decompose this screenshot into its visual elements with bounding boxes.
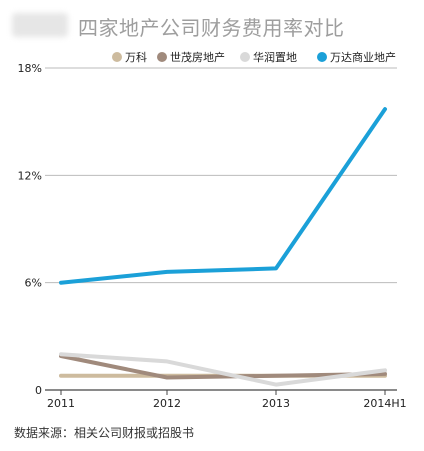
data-source-note: 数据来源：相关公司财报或招股书	[14, 426, 195, 440]
grid	[45, 67, 397, 391]
x-axis: 2011 2012 2013 2014H1	[47, 390, 407, 410]
series-line-3	[59, 352, 387, 387]
title-blurred-logo	[12, 13, 68, 37]
legend-swatch-4	[317, 52, 327, 62]
series-line-2	[59, 354, 387, 380]
series-line-4	[59, 107, 387, 285]
y-tick-label: 12%	[18, 169, 42, 182]
legend-label-1: 万科	[125, 50, 147, 64]
legend-label-4: 万达商业地产	[330, 50, 396, 64]
x-tick-label: 2011	[47, 397, 75, 410]
series-lines	[59, 107, 387, 387]
chart-title: 四家地产公司财务费用率对比	[78, 16, 345, 40]
x-tick-label: 2013	[262, 397, 290, 410]
legend-label-2: 世茂房地产	[170, 50, 225, 64]
legend: 万科 世茂房地产 华润置地 万达商业地产	[112, 50, 396, 64]
legend-swatch-1	[112, 52, 122, 62]
y-tick-label: 0	[35, 384, 42, 397]
y-tick-label: 18%	[18, 62, 42, 75]
legend-swatch-3	[240, 52, 250, 62]
y-tick-label: 6%	[25, 277, 42, 290]
x-tick-label: 2012	[153, 397, 181, 410]
x-tick-label: 2014H1	[363, 397, 406, 410]
legend-swatch-2	[157, 52, 167, 62]
y-axis-tick-labels: 18% 12% 6% 0	[18, 62, 42, 397]
legend-label-3: 华润置地	[253, 50, 297, 64]
